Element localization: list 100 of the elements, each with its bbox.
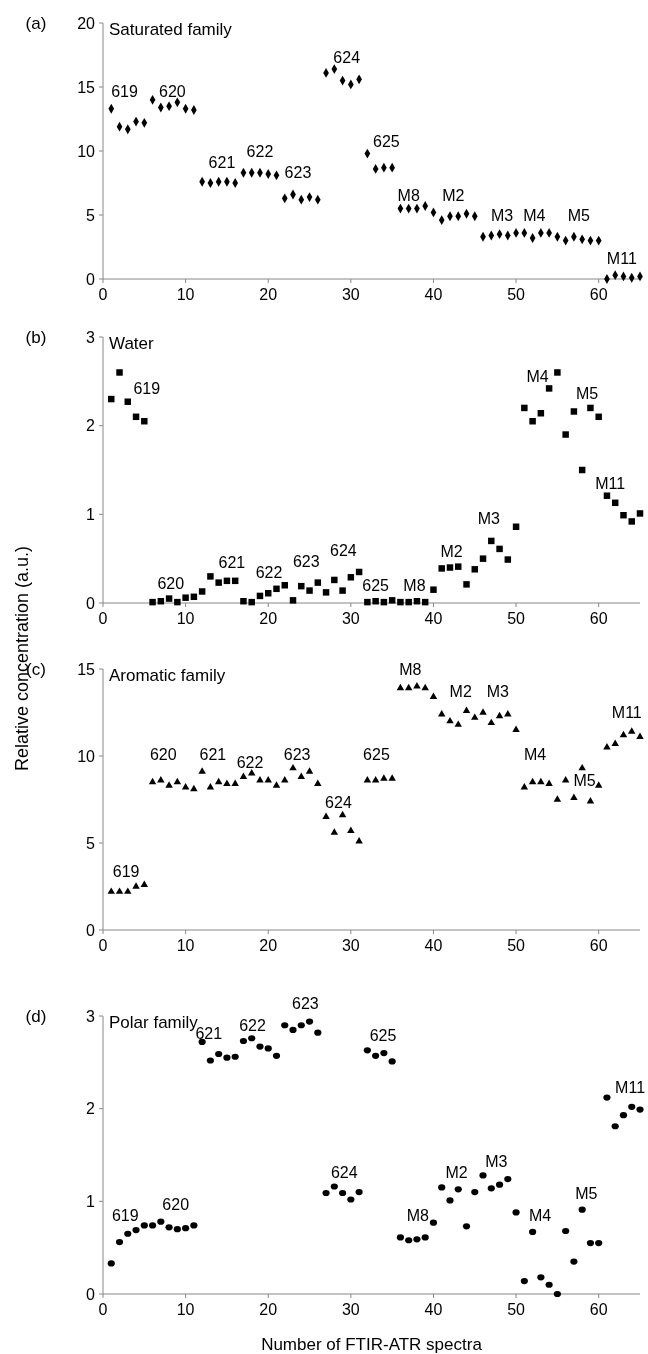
x-tick-label: 50 [507, 610, 526, 627]
annotation: 624 [325, 794, 352, 812]
annotation: M3 [477, 510, 501, 528]
annotation: M3 [490, 207, 514, 225]
x-tick-label: 30 [341, 1301, 360, 1318]
annotation: M8 [403, 576, 426, 594]
annotation: 625 [373, 133, 400, 151]
y-tick-label: 1 [86, 1192, 96, 1210]
annotation: M3 [486, 682, 510, 700]
x-tick-label: 50 [507, 286, 526, 303]
annotation: 621 [199, 746, 227, 763]
y-tick-label: 1 [86, 505, 96, 523]
text: (b) [25, 328, 47, 347]
annotation: M8 [406, 1206, 429, 1224]
y-tick-label: 5 [86, 834, 96, 852]
x-tick-label: 10 [176, 286, 195, 303]
x-tick-label: 20 [259, 610, 278, 627]
annotation: M4 [528, 1206, 552, 1224]
annotation: 619 [111, 1206, 139, 1224]
annotation: M8 [399, 661, 422, 679]
x-tick-label: 50 [507, 1301, 526, 1318]
annotation: 624 [333, 48, 361, 66]
annotation: M2 [442, 186, 465, 204]
x-tick-label: 30 [341, 286, 360, 303]
annotation: 621 [208, 153, 236, 171]
x-tick-label: 60 [589, 286, 608, 303]
x-tick-label: 40 [424, 1301, 443, 1318]
text: (d) [25, 1007, 47, 1026]
annotation: 622 [255, 564, 283, 582]
y-tick-label: 15 [77, 660, 96, 678]
y-tick-label: 0 [86, 921, 96, 939]
x-tick-label: 60 [589, 610, 608, 627]
annotation: 621 [195, 1025, 223, 1043]
chart-title: Saturated family [109, 20, 233, 39]
x-tick-label: 10 [176, 937, 195, 954]
annotation: 624 [330, 1164, 358, 1182]
annotation: M4 [523, 207, 546, 225]
y-tick-label: 20 [77, 14, 96, 32]
x-tick-label: 10 [176, 610, 195, 627]
x-tick-label: 20 [259, 937, 278, 954]
annotation: 622 [239, 1016, 266, 1034]
y-tick-label: 0 [86, 1285, 96, 1303]
text: 623 [292, 994, 319, 1012]
annotation: M5 [573, 771, 596, 789]
annotation: M2 [440, 542, 463, 560]
x-tick-label: 0 [98, 610, 108, 627]
annotation: 619 [111, 83, 138, 101]
annotation: 625 [363, 746, 390, 763]
y-tick-label: 10 [77, 142, 96, 160]
y-tick-label: 3 [86, 328, 96, 346]
annotation: M4 [526, 368, 549, 386]
x-tick-label: 20 [259, 1301, 278, 1318]
annotation: 624 [330, 542, 357, 560]
y-tick-label: 0 [86, 594, 96, 612]
chart-title: Water [109, 334, 155, 353]
y-tick-label: 15 [77, 78, 96, 96]
chart-title: Aromatic family [109, 666, 226, 685]
annotation: 619 [133, 379, 161, 397]
annotation: M2 [449, 682, 472, 700]
annotation: M11 [611, 703, 642, 721]
x-tick-label: 20 [259, 286, 278, 303]
text: (a) [25, 14, 47, 33]
x-tick-label: 60 [589, 1301, 608, 1318]
x-tick-label: 60 [589, 937, 608, 954]
annotation: 620 [157, 574, 185, 592]
x-tick-label: 0 [98, 1301, 108, 1318]
annotation: 625 [369, 1027, 397, 1045]
annotation: M8 [397, 186, 420, 204]
annotation: 625 [362, 577, 390, 595]
annotation: 623 [283, 746, 311, 763]
x-axis-title: Number of FTIR-ATR spectra [261, 1335, 483, 1354]
y-tick-label: 2 [86, 417, 96, 435]
annotation: M4 [523, 746, 547, 763]
x-tick-label: 30 [341, 937, 360, 954]
x-tick-label: 10 [176, 1301, 195, 1318]
annotation: 619 [112, 862, 140, 880]
x-tick-label: 40 [424, 937, 443, 954]
annotation: 620 [159, 83, 186, 101]
annotation: M11 [606, 249, 637, 267]
annotation: 623 [284, 163, 312, 181]
y-tick-label: 2 [86, 1100, 96, 1118]
y-tick-label: 10 [77, 747, 96, 765]
y-tick-label: 5 [86, 206, 96, 224]
y-tick-label: 3 [86, 1007, 96, 1025]
annotation: 622 [236, 754, 264, 772]
x-tick-label: 0 [98, 937, 108, 954]
annotation: 620 [162, 1195, 190, 1213]
x-tick-label: 30 [341, 610, 360, 627]
annotation: 621 [218, 554, 246, 572]
annotation: M5 [567, 207, 591, 225]
annotation: 623 [292, 552, 320, 570]
annotation: M3 [485, 1153, 508, 1171]
x-tick-label: 40 [424, 286, 443, 303]
annotation: M2 [445, 1164, 468, 1182]
y-tick-label: 0 [86, 270, 96, 288]
x-tick-label: 40 [424, 610, 443, 627]
x-tick-label: 0 [98, 286, 108, 303]
annotation: 620 [149, 746, 177, 763]
annotation: M5 [575, 1185, 598, 1203]
annotation: M11 [615, 1078, 646, 1096]
